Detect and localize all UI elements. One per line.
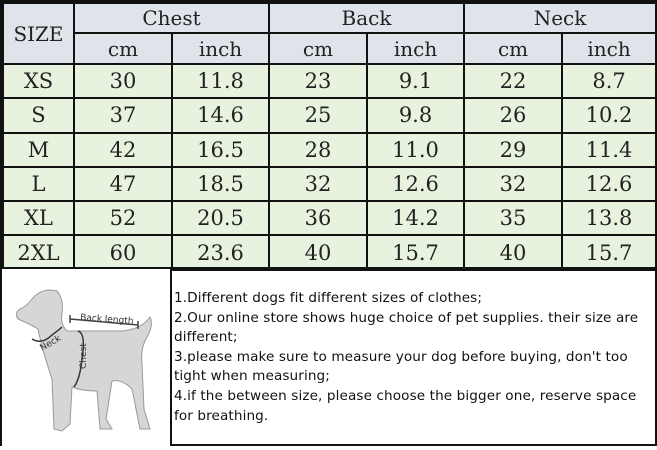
size-cell: XS [2, 62, 75, 100]
value-cell: 10.2 [561, 97, 657, 134]
unit-header: cm [73, 32, 173, 65]
value-cell: 60 [73, 234, 173, 271]
size-table: SIZE Chest Back Neck cm inch cm inch cm inch … [2, 2, 657, 271]
value-cell: 29 [463, 131, 564, 168]
note-2: 2.Our online store shows huge choice of … [174, 309, 639, 346]
note-4: 4.if the between size, please choose the… [174, 387, 637, 424]
info-section: Back length Neck Chest 1.Different dogs … [2, 267, 657, 446]
value-cell: 26 [463, 97, 564, 134]
value-cell: 36 [268, 200, 369, 237]
unit-header: inch [366, 32, 466, 65]
value-cell: 35 [463, 200, 564, 237]
value-cell: 30 [73, 62, 173, 100]
value-cell: 22 [463, 62, 564, 100]
value-cell: 47 [73, 165, 173, 203]
value-cell: 23 [268, 62, 369, 100]
size-cell: 2XL [2, 234, 75, 271]
value-cell: 40 [268, 234, 369, 271]
value-cell: 52 [73, 200, 173, 237]
value-cell: 14.2 [366, 200, 466, 237]
value-cell: 15.7 [561, 234, 657, 271]
value-cell: 18.5 [170, 165, 271, 203]
notes-list: 1.Different dogs fit different sizes of … [174, 289, 657, 426]
value-cell: 11.8 [170, 62, 271, 100]
dog-illustration: Back length Neck Chest [15, 289, 152, 432]
value-cell: 37 [73, 97, 173, 134]
size-cell: L [2, 165, 75, 203]
unit-header: cm [268, 32, 369, 65]
table-row: S 37 14.6 25 9.8 26 10.2 [2, 97, 657, 134]
note-3: 3.please make sure to measure your dog b… [174, 348, 628, 385]
value-cell: 9.1 [366, 62, 466, 100]
table-row: M 42 16.5 28 11.0 29 11.4 [2, 131, 657, 168]
unit-header: inch [561, 32, 657, 65]
value-cell: 8.7 [561, 62, 657, 100]
value-cell: 16.5 [170, 131, 271, 168]
value-cell: 9.8 [366, 97, 466, 134]
value-cell: 40 [463, 234, 564, 271]
size-cell: M [2, 131, 75, 168]
table-row: XS 30 11.8 23 9.1 22 8.7 [2, 62, 657, 100]
neck-header: Neck [463, 2, 657, 34]
value-cell: 12.6 [366, 165, 466, 203]
unit-header: cm [463, 32, 564, 65]
value-cell: 12.6 [561, 165, 657, 203]
back-length-label: Back length [80, 313, 134, 327]
chest-header: Chest [72, 2, 271, 34]
unit-header: inch [170, 32, 271, 65]
value-cell: 32 [268, 165, 369, 203]
value-cell: 11.4 [561, 131, 657, 168]
note-1: 1.Different dogs fit different sizes of … [174, 290, 483, 306]
table-row: XL 52 20.5 36 14.2 35 13.8 [2, 200, 657, 237]
value-cell: 20.5 [170, 200, 271, 237]
value-cell: 42 [73, 131, 173, 168]
back-header: Back [268, 2, 466, 34]
value-cell: 23.6 [170, 234, 271, 271]
chest-label: Chest [79, 343, 89, 369]
value-cell: 28 [268, 131, 369, 168]
size-header: SIZE [2, 2, 75, 65]
value-cell: 14.6 [170, 97, 271, 134]
value-cell: 32 [463, 165, 564, 203]
table-row: 2XL 60 23.6 40 15.7 40 15.7 [2, 234, 657, 271]
dog-measurement-diagram: Back length Neck Chest [2, 269, 172, 446]
value-cell: 15.7 [366, 234, 466, 271]
value-cell: 11.0 [366, 131, 466, 168]
value-cell: 13.8 [561, 200, 657, 237]
value-cell: 25 [268, 97, 369, 134]
table-row: L 47 18.5 32 12.6 32 12.6 [2, 165, 657, 203]
size-cell: S [2, 97, 75, 134]
size-cell: XL [2, 200, 75, 237]
